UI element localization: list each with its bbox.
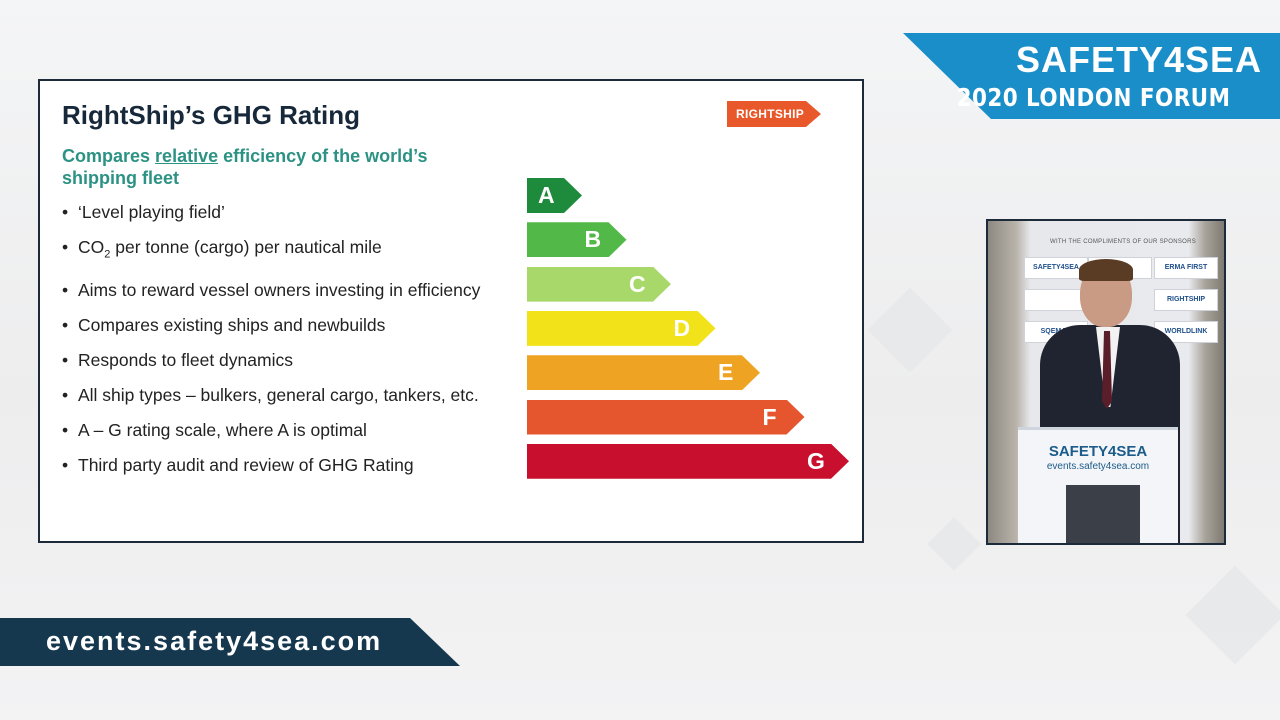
bullet-item: Aims to reward vessel owners investing i… [62,279,532,301]
bullet-co2-pre: CO [78,237,105,257]
presentation-slide: RightShip’s GHG Rating Compares relative… [38,79,864,543]
sponsor-logo [1024,289,1088,311]
rating-bar-fill [527,355,760,390]
speaker-hair [1079,259,1133,281]
slide-subtitle: Compares relative efficiency of the worl… [62,145,492,189]
background-diamond [927,517,981,571]
rating-bar-fill [527,444,849,479]
bullet-item: ‘Level playing field’ [62,201,532,223]
event-url[interactable]: events.safety4sea.com [46,626,383,656]
rating-bar-fill [527,222,627,257]
rating-bar-c: C [527,267,671,302]
slide-subtitle-post: efficiency of the world’s shipping fleet [62,146,428,188]
background-diamond [867,287,953,373]
rightship-logo: RIGHTSHIP [727,101,821,127]
rating-bar-fill [527,267,671,302]
slide-title: RightShip’s GHG Rating [62,100,361,130]
rightship-logo-text: RIGHTSHIP [736,107,805,121]
event-banner: SAFETY4SEA 2020 LONDON FORUM [903,33,1280,119]
rating-letter: G [807,447,825,474]
bullet-item: Responds to fleet dynamics [62,349,532,371]
podium-url: events.safety4sea.com [1046,461,1150,472]
rating-bar-e: E [527,355,760,390]
sponsor-logo: RIGHTSHIP [1154,289,1218,311]
background-diamond [1185,565,1280,665]
rating-bar-fill [527,311,716,346]
event-subtitle: 2020 LONDON FORUM [956,83,1230,112]
event-brand: SAFETY4SEA [1015,39,1262,80]
rating-letter: A [538,182,555,208]
speaker-video: WITH THE COMPLIMENTS OF OUR SPONSORS SAF… [986,219,1226,545]
sponsor-logo: ERMA FIRST [1154,257,1218,279]
rating-bar-d: D [527,311,716,346]
bullet-co2-post: per tonne (cargo) per nautical mile [110,237,382,257]
url-banner-shape [0,618,460,666]
rating-letter: D [673,314,691,341]
speaker-tie [1102,331,1112,409]
bullet-item: CO2 per tonne (cargo) per nautical mile [62,236,532,266]
bullet-item: All ship types – bulkers, general cargo,… [62,384,532,406]
bullet-item: Third party audit and review of GHG Rati… [62,454,532,476]
bullet-item: A – G rating scale, where A is optimal [62,419,532,441]
rating-bar-a: A [527,178,582,213]
bullet-list: ‘Level playing field’ CO2 per tonne (car… [62,201,532,489]
rating-letter: F [762,403,777,430]
backdrop-title: WITH THE COMPLIMENTS OF OUR SPONSORS [1050,239,1197,245]
bullet-item: Compares existing ships and newbuilds [62,314,532,336]
slide-subtitle-underlined: relative [155,146,219,166]
bullet-co2-sub: 2 [104,248,111,261]
rightship-logo-shape [727,101,821,127]
rating-bar-fill [527,400,805,435]
podium-stand [1066,485,1140,543]
rating-bar-f: F [527,400,805,435]
rating-bar-b: B [527,222,627,257]
podium-brand: SAFETY4SEA [1048,443,1148,460]
slide-subtitle-pre: Compares [62,146,156,166]
rating-letter: C [629,270,646,297]
rating-bar-g: G [527,444,849,479]
rating-letter: B [584,226,602,253]
rating-letter: E [718,359,734,386]
url-banner: events.safety4sea.com [0,618,460,666]
sponsor-logo: WORLDLINK [1154,321,1218,343]
